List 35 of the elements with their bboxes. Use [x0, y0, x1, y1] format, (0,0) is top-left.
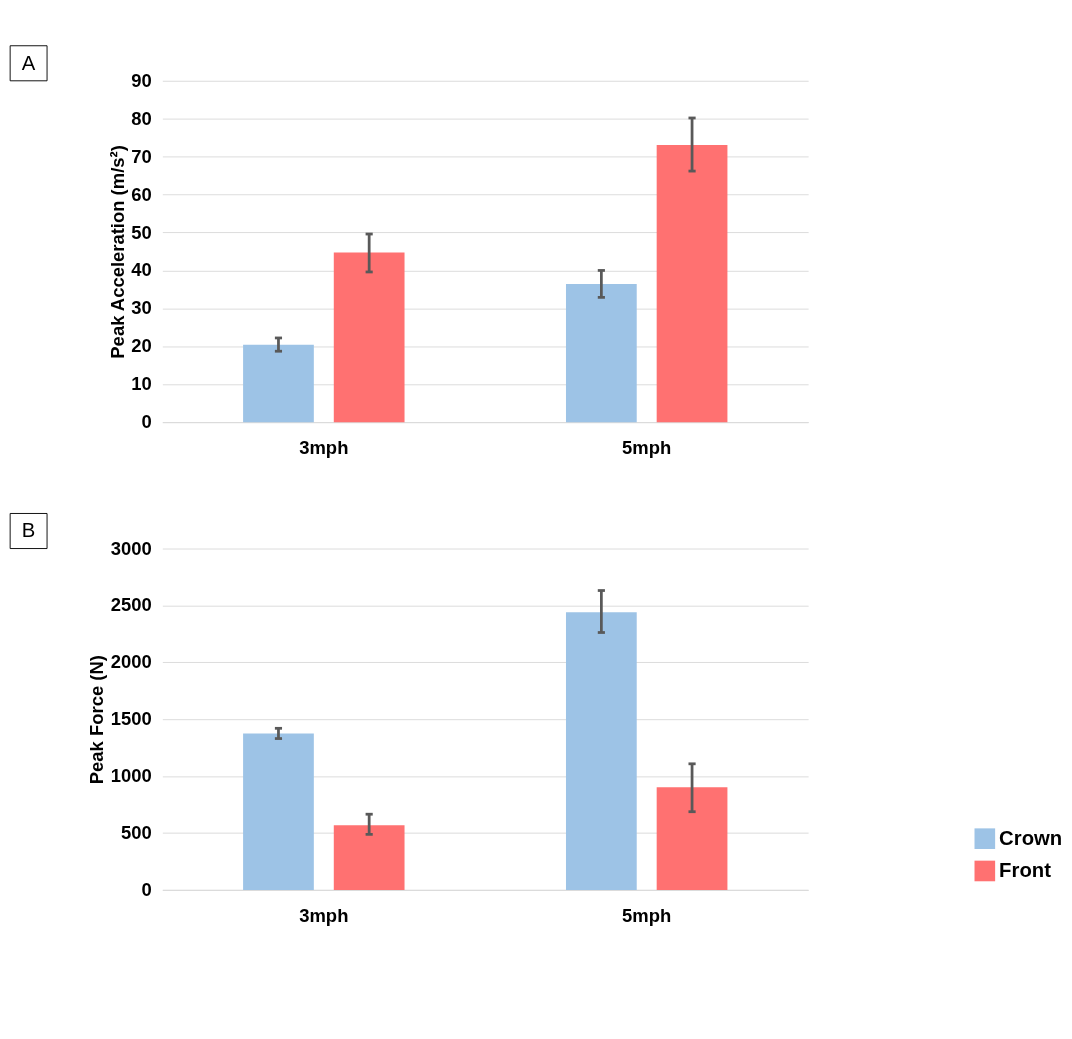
legend-label: Front	[999, 859, 1052, 882]
x-tick-label: 5mph	[622, 436, 672, 458]
y-axis-title: Peak Force (N)	[86, 655, 108, 785]
legend-label: Crown	[999, 827, 1063, 850]
bar	[565, 612, 637, 890]
y-tick-label: 60	[131, 183, 152, 205]
bar	[565, 284, 637, 423]
y-tick-label: 1000	[110, 765, 152, 787]
x-tick-label: 3mph	[299, 904, 349, 926]
y-tick-label: 90	[131, 69, 152, 91]
x-tick-label: 3mph	[299, 436, 349, 458]
y-tick-label: 20	[131, 335, 152, 357]
y-tick-label: 500	[120, 821, 152, 843]
bar	[333, 252, 405, 423]
y-tick-label: 0	[141, 878, 152, 900]
text: B	[21, 519, 36, 542]
bar	[656, 787, 728, 890]
y-tick-label: 2500	[110, 594, 152, 616]
y-tick-label: 40	[131, 259, 152, 281]
y-tick-label: 50	[131, 221, 152, 243]
y-tick-label: 10	[131, 373, 152, 395]
y-tick-label: 80	[131, 107, 152, 129]
x-tick-label: 5mph	[622, 904, 672, 926]
bar	[333, 825, 405, 890]
text: A	[21, 51, 36, 74]
y-tick-label: 2000	[110, 651, 152, 673]
y-tick-label: 3000	[110, 537, 152, 559]
bar	[656, 144, 728, 423]
y-tick-label: 30	[131, 297, 152, 319]
bar	[243, 733, 314, 890]
y-tick-label: 1500	[110, 708, 152, 730]
y-tick-label: 0	[141, 411, 152, 433]
y-tick-label: 70	[131, 145, 152, 167]
y-axis-title: Peak Acceleration (m/s²)	[106, 145, 128, 359]
bar	[243, 344, 314, 423]
